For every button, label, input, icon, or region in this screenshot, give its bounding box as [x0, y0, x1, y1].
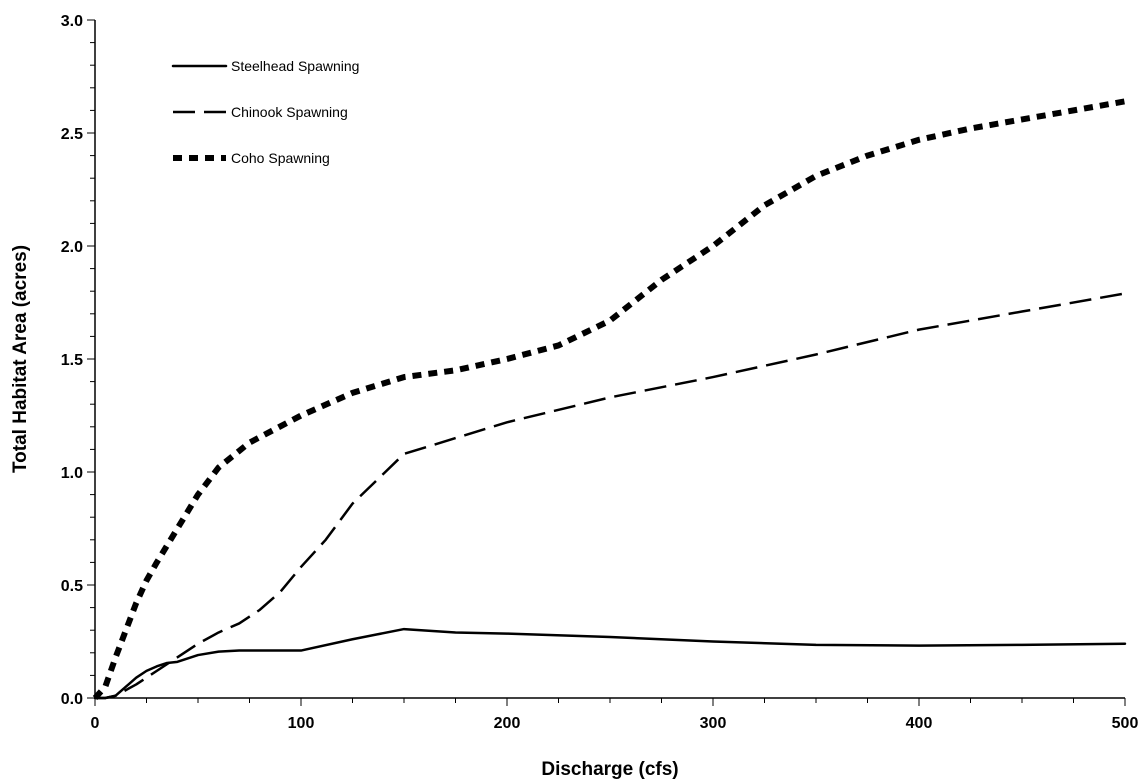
legend-label: Steelhead Spawning — [231, 58, 359, 74]
x-tick-label: 100 — [288, 715, 315, 732]
x-axis-title: Discharge (cfs) — [541, 759, 678, 780]
axis-ticks — [87, 19, 1126, 706]
y-tick-label: 0.0 — [61, 691, 83, 708]
y-tick-label: 2.0 — [61, 239, 83, 256]
y-tick-label: 0.5 — [61, 578, 83, 595]
x-tick-label: 500 — [1112, 715, 1139, 732]
legend-label: Chinook Spawning — [231, 104, 348, 120]
x-tick-label: 200 — [494, 715, 521, 732]
x-tick-labels: 0 100 200 300 400 500 — [91, 715, 1139, 732]
y-tick-label: 1.0 — [61, 465, 83, 482]
series-line-steelhead-spawning — [93, 627, 1127, 700]
y-tick-label: 2.5 — [61, 126, 83, 143]
x-tick-label: 400 — [906, 715, 933, 732]
legend: Steelhead Spawning Chinook Spawning Coho S… — [171, 58, 359, 166]
series-line-coho-spawning — [92, 98, 1126, 701]
y-tick-label: 1.5 — [61, 352, 83, 369]
series-line-chinook-spawning — [95, 292, 1126, 700]
series-layer — [92, 98, 1127, 701]
y-axis-title: Total Habitat Area (acres) — [10, 245, 31, 473]
y-tick-label: 3.0 — [61, 13, 83, 30]
x-tick-label: 0 — [91, 715, 100, 732]
x-tick-label: 300 — [700, 715, 727, 732]
y-tick-labels: 0.0 0.5 1.0 1.5 2.0 2.5 3.0 — [61, 13, 83, 708]
legend-label: Coho Spawning — [231, 150, 330, 166]
